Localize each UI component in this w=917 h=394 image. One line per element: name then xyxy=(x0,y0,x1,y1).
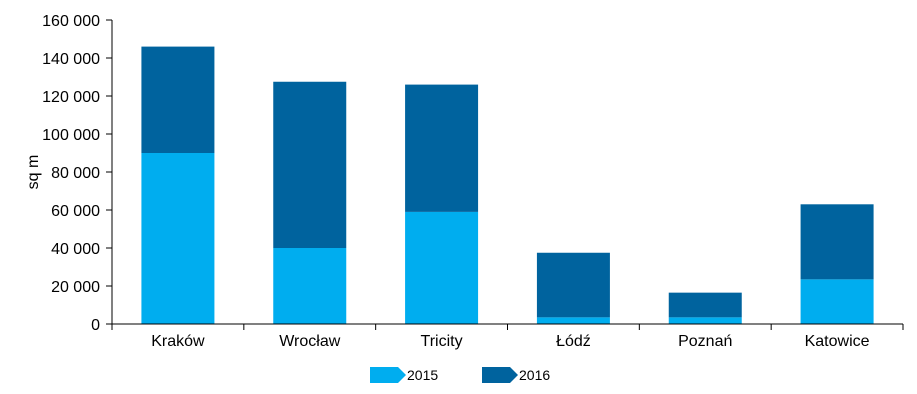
x-tick-labels: Kraków Wrocław Tricity Łódź Poznań Katowice xyxy=(111,324,904,350)
bar-2016-Wrocław xyxy=(273,81,347,248)
x-tick-label: Katowice xyxy=(805,333,870,350)
y-tick-label: 140 000 xyxy=(42,51,100,68)
bar-2015-Katowice xyxy=(800,279,874,324)
legend-label-2015: 2015 xyxy=(407,367,438,383)
bar-2015-Wrocław xyxy=(273,248,347,324)
legend-swatch-2015 xyxy=(370,367,406,383)
x-tick-label: Tricity xyxy=(421,333,463,350)
y-tick-label: 20 000 xyxy=(51,279,100,296)
y-axis-title: sq m xyxy=(25,155,42,190)
bar-2015-Łódź xyxy=(536,317,610,324)
x-tick-label: Kraków xyxy=(151,333,205,350)
y-tick-labels: 0 20 000 40 000 60 000 80 000 100 000 120 000 1… xyxy=(42,13,112,334)
y-tick-label: 80 000 xyxy=(51,165,100,182)
bar-2015-Kraków xyxy=(141,153,215,324)
x-tick-label: Wrocław xyxy=(279,333,340,350)
x-tick-label: Łódź xyxy=(556,333,591,350)
y-tick-label: 60 000 xyxy=(51,203,100,220)
y-tick-label: 160 000 xyxy=(42,13,100,30)
bar-2016-Łódź xyxy=(536,252,610,318)
y-tick-label: 40 000 xyxy=(51,241,100,258)
y-tick-label: 120 000 xyxy=(42,89,100,106)
legend-label-2016: 2016 xyxy=(519,367,550,383)
bar-2015-Poznań xyxy=(668,317,742,324)
axes-layer xyxy=(111,20,903,325)
bar-2016-Kraków xyxy=(141,46,215,153)
bar-2015-Tricity xyxy=(405,211,479,324)
x-tick-label: Poznań xyxy=(678,333,732,350)
legend-swatch-2016 xyxy=(482,367,518,383)
bars-layer xyxy=(141,46,874,324)
legend: 2015 2016 xyxy=(370,367,550,383)
y-tick-label: 100 000 xyxy=(42,127,100,144)
bar-2016-Poznań xyxy=(668,292,742,318)
bar-2016-Katowice xyxy=(800,204,874,280)
y-tick-label: 0 xyxy=(91,317,100,334)
bar-2016-Tricity xyxy=(405,84,479,212)
